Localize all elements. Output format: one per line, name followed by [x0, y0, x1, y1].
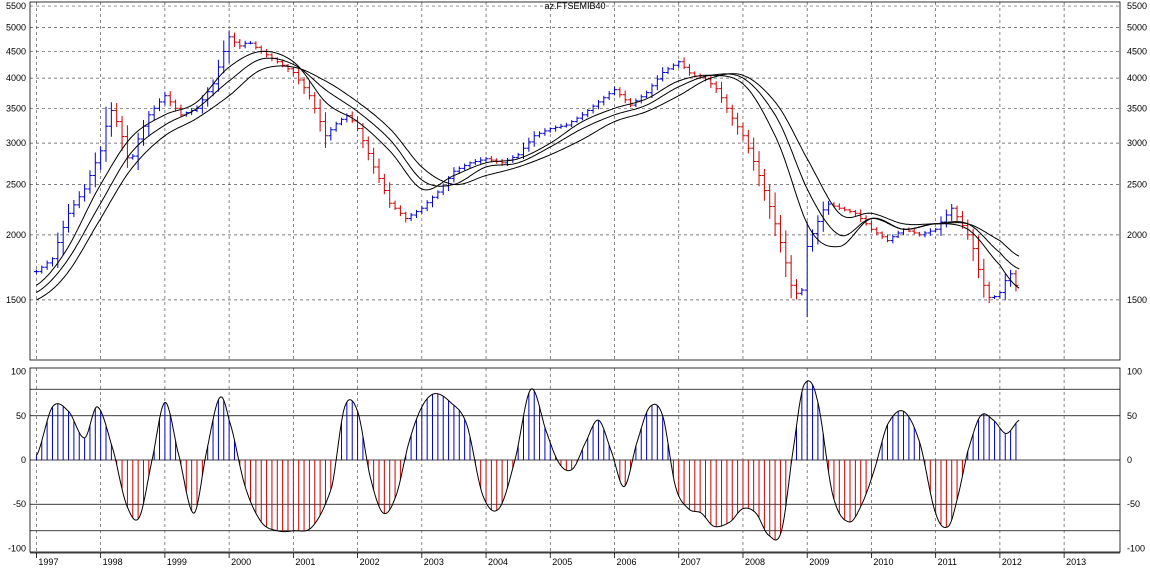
price-tick-label-right: 5500: [1127, 1, 1147, 11]
oscillator-line: [35, 380, 1020, 541]
price-tick-label-left: 1500: [6, 295, 26, 305]
oscillator-y-labels-right: 100 50 0 -50 -100: [1127, 367, 1145, 554]
price-y-labels-right: 5500 5000 4500 4000 3500 3000 2500 2000 1500: [1127, 1, 1147, 305]
price-y-labels-left: 5500 5000 4500 4000 3500 3000 2500 2000 1500: [6, 1, 26, 305]
moving-average-lines: [36, 50, 1020, 301]
oscillator-tick-label-left: -100: [8, 543, 26, 553]
x-tick-label: 2003: [424, 557, 444, 567]
price-tick-label-right: 2000: [1127, 230, 1147, 240]
price-tick-label-right: 4000: [1127, 73, 1147, 83]
x-tick-label: 2013: [1066, 557, 1086, 567]
oscillator-panel-frame: [29, 367, 1121, 553]
x-tick-label: 2005: [552, 557, 572, 567]
price-tick-label-right: 3000: [1127, 138, 1147, 148]
x-tick-label: 2009: [809, 557, 829, 567]
x-tick-label: 1998: [103, 557, 123, 567]
price-tick-label-right: 1500: [1127, 295, 1147, 305]
price-tick-label-right: 3500: [1127, 103, 1147, 113]
x-tick-label: 2012: [1002, 557, 1022, 567]
price-tick-label-left: 5000: [6, 23, 26, 33]
oscillator-tick-label-left: 50: [16, 411, 26, 421]
price-tick-label-left: 4500: [6, 46, 26, 56]
x-tick-label: 2011: [938, 557, 957, 567]
moving-average-line-3: [36, 65, 1020, 301]
x-tick-label: 2002: [360, 557, 380, 567]
chart-title: az.FTSEMIB40: [544, 1, 605, 11]
x-tick-label: 2000: [231, 557, 251, 567]
axes: [29, 1, 1121, 558]
oscillator-tick-label-left: 100: [11, 367, 26, 377]
oscillator-tick-label-left: -50: [13, 499, 26, 509]
x-tick-label: 2004: [488, 557, 508, 567]
price-grid: [30, 5, 1120, 301]
oscillator-tick-label-right: -100: [1127, 543, 1145, 553]
oscillator-tick-label-right: -50: [1127, 499, 1140, 509]
price-tick-label-left: 5500: [6, 1, 26, 11]
oscillator-y-labels-left: 100 50 0 -50 -100: [8, 367, 26, 554]
moving-average-line-2: [36, 57, 1020, 293]
price-tick-label-right: 5000: [1127, 23, 1147, 33]
price-tick-label-left: 3500: [6, 103, 26, 113]
price-tick-label-left: 2500: [6, 179, 26, 189]
x-tick-label: 2006: [617, 557, 637, 567]
oscillator-bars: [35, 381, 1017, 540]
moving-average-line-1: [36, 50, 1020, 289]
oscillator-tick-label-right: 100: [1127, 367, 1142, 377]
price-panel-frame: [29, 1, 1121, 361]
oscillator-tick-label-right: 50: [1127, 411, 1137, 421]
price-tick-label-left: 4000: [6, 73, 26, 83]
price-tick-label-right: 2500: [1127, 179, 1147, 189]
x-tick-label: 2001: [295, 557, 315, 567]
price-tick-label-left: 2000: [6, 230, 26, 240]
price-tick-label-right: 4500: [1127, 46, 1147, 56]
price-tick-label-left: 3000: [6, 138, 26, 148]
x-tick-label: 2008: [745, 557, 765, 567]
oscillator-tick-label-left: 0: [21, 455, 26, 465]
x-tick-label: 1997: [38, 557, 58, 567]
oscillator-grid: [30, 388, 1120, 532]
oscillator-line-group: [35, 380, 1020, 541]
oscillator-tick-label-right: 0: [1127, 455, 1132, 465]
x-tick-label: 1999: [167, 557, 187, 567]
x-tick-label: 2010: [873, 557, 893, 567]
x-axis-labels: 1997 1998 1999 2000 2001 2002 2003 2004 2005 2006…: [38, 557, 1086, 567]
x-tick-label: 2007: [681, 557, 701, 567]
